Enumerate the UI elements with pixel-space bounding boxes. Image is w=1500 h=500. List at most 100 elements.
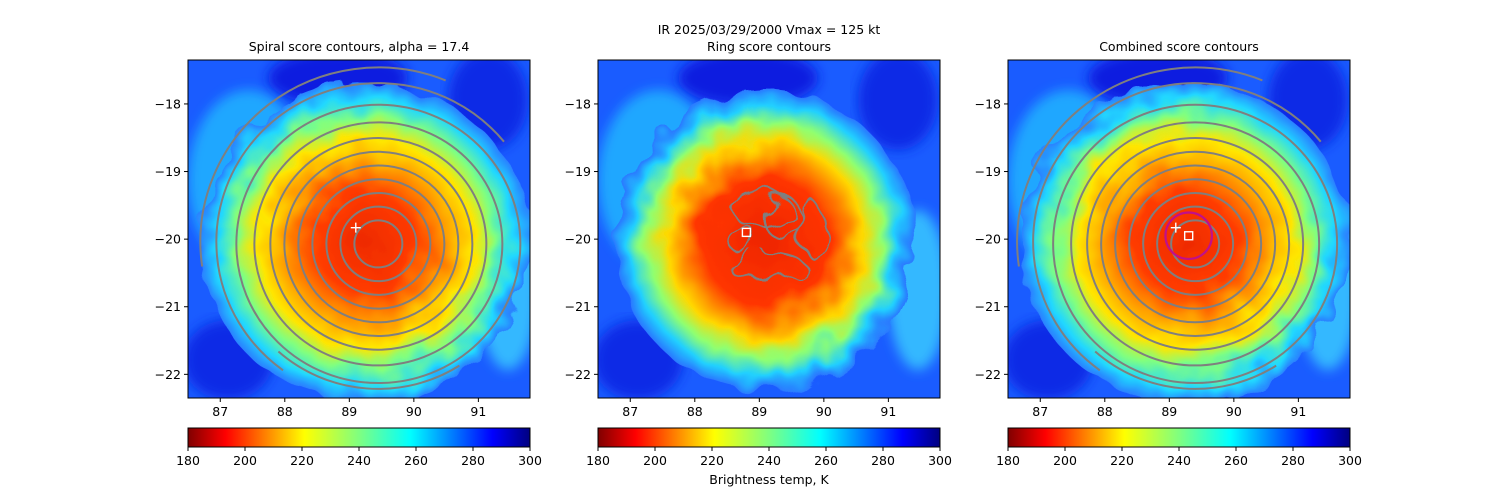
x-tick-label: 88 xyxy=(1097,404,1113,419)
score-contour xyxy=(283,150,474,338)
x-tick-label: 87 xyxy=(1032,404,1048,419)
score-contour xyxy=(1052,103,1339,385)
y-tick-label: −22 xyxy=(155,367,181,382)
contour-overlay-3 xyxy=(1016,66,1339,390)
colorbar-tick-label: 220 xyxy=(700,453,724,468)
colorbar-2 xyxy=(597,427,941,448)
panel-2-title: Ring score contours xyxy=(706,39,832,54)
colorbar-tick-label: 180 xyxy=(176,453,200,468)
x-tick-label: 91 xyxy=(470,404,486,419)
y-tick-label: −22 xyxy=(975,367,1001,382)
spiral-arm-contour xyxy=(215,82,505,372)
center-plus-marker xyxy=(1170,222,1181,233)
center-square-marker xyxy=(741,227,752,238)
colorbar-tick-label: 280 xyxy=(871,453,895,468)
colorbar-tick-label: 240 xyxy=(347,453,371,468)
x-tick-label: 88 xyxy=(277,404,293,419)
panel-3-title: Combined score contours xyxy=(1099,39,1259,54)
x-tick-label: 88 xyxy=(687,404,703,419)
score-contour xyxy=(325,191,432,296)
panel-1-title: Spiral score contours, alpha = 17.4 xyxy=(248,39,470,54)
score-contour xyxy=(1156,205,1235,283)
x-tick-label: 90 xyxy=(406,404,422,419)
colorbar-tick-label: 180 xyxy=(996,453,1020,468)
x-tick-label: 89 xyxy=(341,404,357,419)
score-contour xyxy=(311,178,446,310)
y-tick-label: −18 xyxy=(975,96,1001,111)
score-contour xyxy=(297,164,460,324)
ir-field-1 xyxy=(188,60,530,398)
y-tick-label: −19 xyxy=(975,164,1001,179)
score-contour xyxy=(1070,121,1321,367)
colorbar-tick-label: 220 xyxy=(290,453,314,468)
x-tick-label: 89 xyxy=(1161,404,1177,419)
ring-contour xyxy=(763,194,802,241)
score-contour xyxy=(353,219,404,269)
x-tick-label: 90 xyxy=(816,404,832,419)
ir-field-3 xyxy=(1008,60,1350,398)
colorbar-tick-label: 260 xyxy=(404,453,428,468)
y-tick-label: −20 xyxy=(975,232,1001,247)
x-tick-label: 87 xyxy=(622,404,638,419)
score-contour xyxy=(269,137,488,351)
figure-suptitle: IR 2025/03/29/2000 Vmax = 125 kt xyxy=(657,22,881,37)
colorbar-label: Brightness temp, K xyxy=(709,472,829,487)
ir-field-2 xyxy=(598,60,940,398)
axes-frame-3 xyxy=(1007,59,1351,399)
contour-overlay-1 xyxy=(199,66,522,390)
center-square-marker xyxy=(1183,231,1194,241)
axes-frame-1 xyxy=(187,59,531,399)
colorbar-tick-label: 220 xyxy=(1110,453,1134,468)
colorbar-tick-label: 300 xyxy=(928,453,952,468)
colorbar-tick-label: 260 xyxy=(814,453,838,468)
colorbar-tick-label: 280 xyxy=(1281,453,1305,468)
spiral-arm-contour xyxy=(1094,350,1277,390)
colorbar-tick-label: 200 xyxy=(233,453,257,468)
ring-contour xyxy=(731,190,794,229)
y-tick-label: −21 xyxy=(155,299,181,314)
y-tick-label: −20 xyxy=(565,232,591,247)
y-tick-label: −22 xyxy=(565,367,591,382)
contour-overlay-2 xyxy=(725,190,828,283)
y-tick-label: −20 xyxy=(155,232,181,247)
y-tick-label: −19 xyxy=(565,164,591,179)
ring-contour xyxy=(728,252,807,283)
x-tick-label: 91 xyxy=(880,404,896,419)
spiral-arm-contour xyxy=(1016,66,1263,267)
score-contour xyxy=(1142,191,1249,296)
colorbar-tick-label: 240 xyxy=(1167,453,1191,468)
spiral-arm-contour xyxy=(199,66,447,267)
y-tick-label: −18 xyxy=(155,96,181,111)
x-tick-label: 91 xyxy=(1290,404,1306,419)
score-contour xyxy=(253,121,504,367)
eye-ring-circle xyxy=(1164,211,1214,261)
colorbar-tick-label: 300 xyxy=(518,453,542,468)
axes-frame-2 xyxy=(597,59,941,399)
colorbar-3 xyxy=(1007,427,1351,448)
colorbar-1 xyxy=(187,427,531,448)
colorbar-tick-label: 300 xyxy=(1338,453,1362,468)
spiral-arm-contour xyxy=(1032,82,1322,372)
score-contour xyxy=(339,205,418,283)
colorbar-tick-label: 200 xyxy=(1053,453,1077,468)
colorbar-tick-label: 200 xyxy=(643,453,667,468)
spiral-arm-contour xyxy=(277,350,460,390)
x-tick-label: 89 xyxy=(751,404,767,419)
score-contour xyxy=(235,103,522,385)
colorbar-tick-label: 240 xyxy=(757,453,781,468)
score-contour xyxy=(1114,164,1277,324)
score-contour xyxy=(1170,219,1221,269)
y-tick-label: −19 xyxy=(155,164,181,179)
y-tick-label: −21 xyxy=(565,299,591,314)
colorbar-tick-label: 260 xyxy=(1224,453,1248,468)
x-tick-label: 90 xyxy=(1226,404,1242,419)
y-tick-label: −18 xyxy=(565,96,591,111)
score-contour xyxy=(1086,137,1305,351)
ring-contour xyxy=(725,226,760,253)
colorbar-tick-label: 280 xyxy=(461,453,485,468)
score-contour xyxy=(1100,150,1291,338)
center-plus-marker xyxy=(350,222,361,233)
score-contour xyxy=(1128,178,1263,310)
x-tick-label: 87 xyxy=(212,404,228,419)
